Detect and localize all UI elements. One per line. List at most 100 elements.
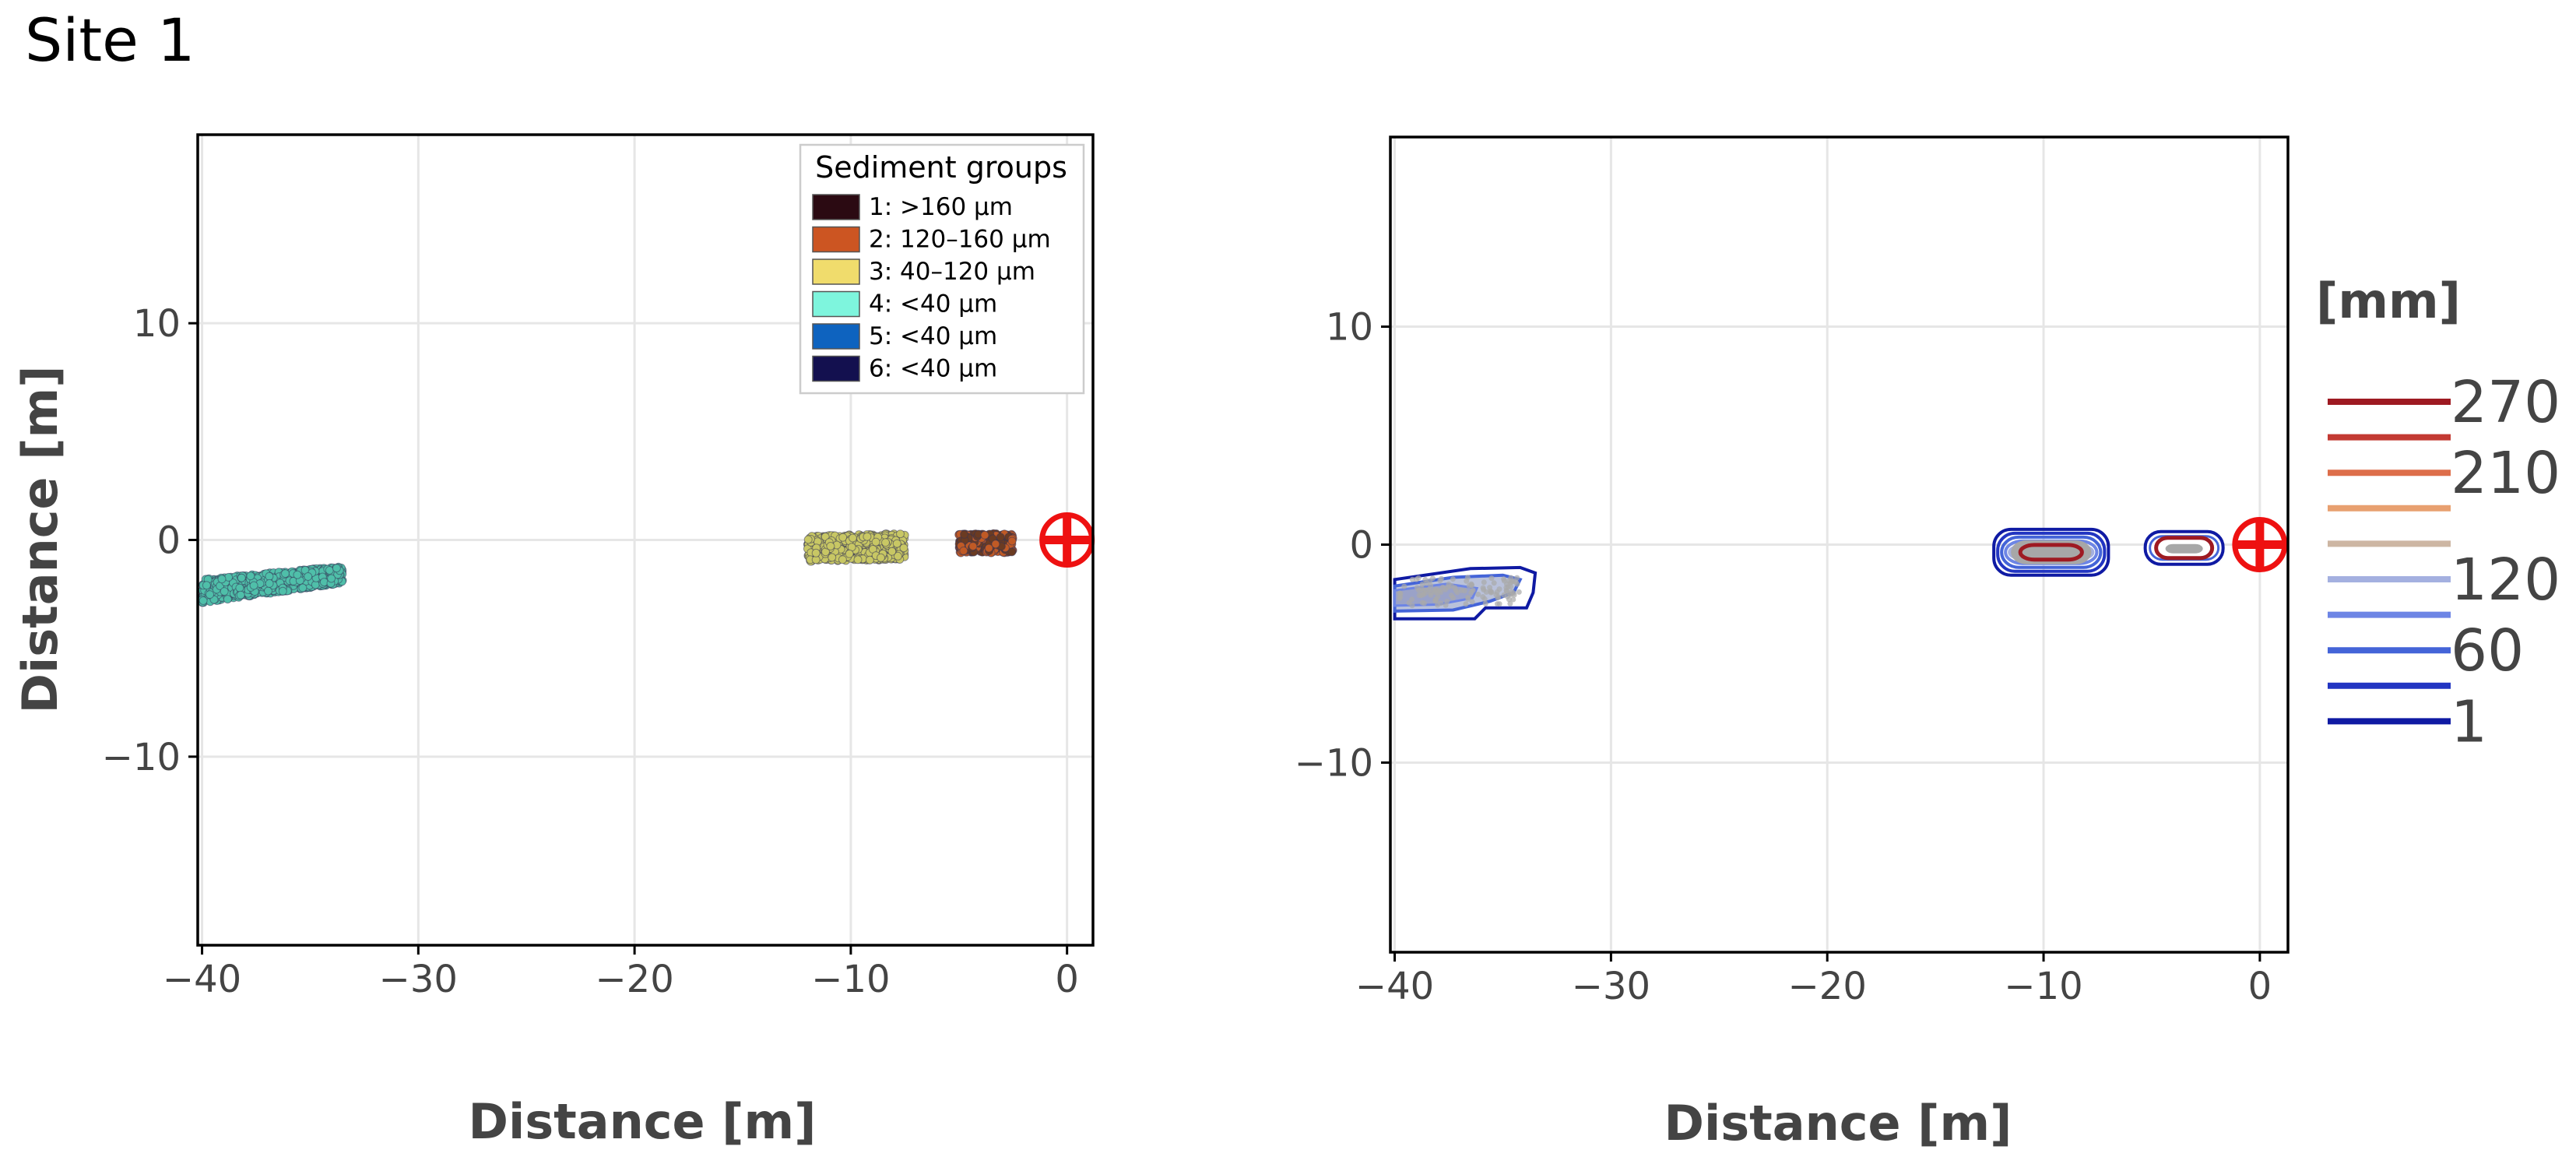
particle-point: [863, 532, 872, 541]
deposit-speck: [1510, 596, 1516, 603]
deposit-speck: [1516, 589, 1522, 595]
deposit-speck: [1409, 576, 1415, 582]
deposit-speck: [1501, 592, 1507, 598]
x-tick-label: −20: [1788, 965, 1867, 1008]
deposit-speck: [1453, 587, 1459, 593]
colorbar-level-label: 210: [2451, 440, 2560, 507]
deposit-speck: [1513, 579, 1519, 586]
deposit-speck: [1496, 601, 1502, 607]
deposit-speck: [1444, 598, 1450, 604]
legend-entry-label: 5: <40 µm: [869, 322, 997, 350]
legend-entry-label: 1: >160 µm: [869, 193, 1013, 221]
particle-point: [960, 529, 969, 539]
scatter-ticks: −40 −30 −20 −10 0 −10 0 10: [102, 302, 1079, 1001]
deposit-speck: [1481, 596, 1488, 602]
legend-entry-label: 3: 40–120 µm: [869, 258, 1035, 286]
y-tick-label: 10: [133, 302, 181, 346]
deposit-speck: [1414, 585, 1420, 591]
deposit-speck: [1450, 576, 1456, 582]
colorbar-level-label: 120: [2451, 547, 2560, 614]
deposit-speck: [1463, 601, 1469, 607]
particle-point: [293, 570, 302, 579]
contour-level-270: [2018, 543, 2084, 562]
deposit-speck: [1475, 591, 1481, 597]
particle-point: [202, 581, 211, 590]
x-tick-label: −30: [379, 958, 458, 1001]
deposit-speck: [1397, 590, 1403, 596]
legend-entries: 1: >160 µm 2: 120–160 µm 3: 40–120 µm 4: <4…: [812, 193, 1051, 383]
particle-point: [803, 535, 813, 544]
particle-point: [877, 553, 885, 562]
particle-point: [325, 566, 334, 575]
scatter-particles: [198, 529, 1017, 607]
legend-swatch: [812, 258, 860, 285]
deposit-speck: [1419, 582, 1425, 587]
particle-point: [853, 555, 863, 564]
sediment-legend: Sediment groups 1: >160 µm 2: 120–160 µm 3…: [799, 143, 1085, 395]
particle-point: [887, 547, 897, 556]
particle-point: [298, 583, 308, 593]
particle-point: [265, 578, 274, 588]
figure-title: Site 1: [25, 5, 195, 75]
particle-point: [881, 538, 890, 547]
particle-point: [223, 595, 232, 604]
colorbar-level-label: 60: [2451, 617, 2524, 684]
deposit-speck: [1465, 594, 1471, 600]
colorbar-level-label: 270: [2451, 369, 2560, 436]
deposit-speck: [1470, 587, 1476, 593]
deposit-speck: [1508, 591, 1514, 597]
x-tick-label: −10: [2004, 965, 2082, 1008]
legend-swatch: [812, 323, 860, 350]
deposit-speck: [1439, 584, 1446, 590]
deposit-speck: [1487, 585, 1493, 591]
deposit-speck: [1482, 600, 1488, 607]
x-tick-label: 0: [1055, 958, 1079, 1001]
x-tick-label: −30: [1572, 965, 1650, 1008]
y-tick-label: −10: [1295, 741, 1373, 785]
deposit-speck: [1409, 603, 1415, 609]
contour-ticks: −40 −30 −20 −10 0 −10 0 10: [1295, 306, 2272, 1008]
deposit-speck: [1469, 599, 1475, 605]
legend-swatch: [812, 355, 860, 382]
deposit-speck: [1428, 592, 1434, 598]
deposit-speck: [1424, 580, 1429, 586]
deposit-speck: [1491, 580, 1497, 586]
deposit-speck: [1501, 576, 1507, 582]
deposit-speck: [1435, 589, 1441, 596]
x-tick-label: −40: [163, 958, 241, 1001]
deposit-speck: [1503, 581, 1509, 587]
deposit-speck: [1495, 595, 1501, 601]
particle-point: [828, 553, 837, 562]
deposit-speck: [1428, 582, 1434, 589]
colorbar-level-label: 1: [2451, 688, 2487, 755]
y-tick-label: 0: [156, 519, 181, 563]
legend-swatch: [812, 290, 860, 318]
particle-point: [304, 572, 313, 581]
deposit-speck: [1415, 575, 1422, 581]
scatter-source-marker: [1039, 512, 1095, 568]
particle-point: [838, 533, 848, 542]
deposit-speck: [1488, 589, 1494, 596]
scatter-panel: −40 −30 −20 −10 0 −10 0 10 Distance [m] Distanc…: [12, 133, 1095, 1150]
contour-fill: [2165, 543, 2203, 554]
particle-point: [220, 587, 229, 596]
scatter-x-axis-label: Distance [m]: [469, 1093, 817, 1150]
contour-level-1: [1992, 527, 2110, 577]
deposit-speck: [1507, 600, 1513, 607]
y-tick-label: 0: [1349, 524, 1373, 568]
particle-point: [980, 530, 989, 540]
legend-swatch: [812, 194, 860, 220]
particle-point: [811, 548, 821, 557]
deposit-speck: [1435, 602, 1441, 608]
particle-point: [332, 564, 341, 573]
contour-deposits: [1393, 527, 2225, 621]
y-tick-label: 10: [1326, 306, 1373, 350]
contour-source-marker: [2232, 517, 2288, 572]
particle-point: [206, 590, 214, 600]
deposit-speck: [1508, 584, 1513, 589]
particle-point: [246, 571, 255, 581]
deposit-speck: [1494, 589, 1500, 595]
particle-point: [217, 575, 227, 584]
